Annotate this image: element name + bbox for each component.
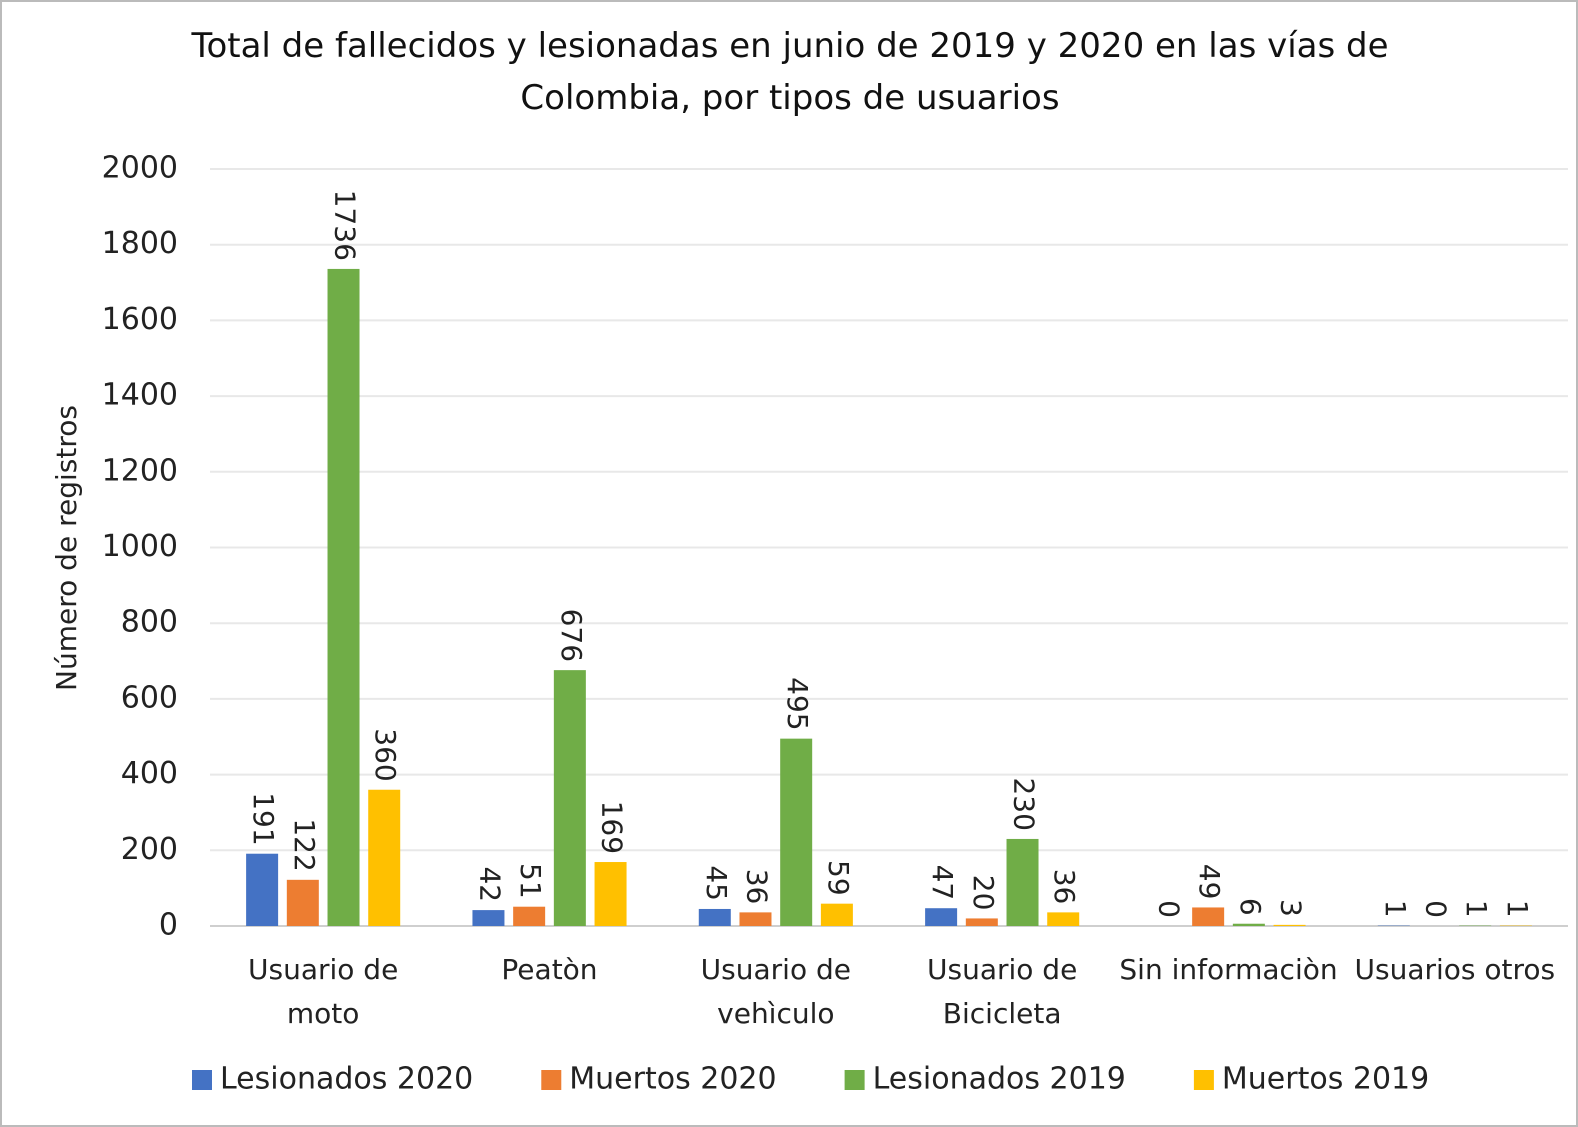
y-tick-label: 400 — [121, 756, 178, 791]
y-tick-label: 0 — [159, 908, 178, 943]
bar — [1006, 838, 1039, 926]
data-label: 360 — [369, 728, 402, 781]
title-box: Total de fallecidos y lesionadas en juni… — [191, 26, 1389, 118]
data-label: 191 — [247, 792, 280, 845]
legend-swatch — [844, 1070, 865, 1090]
legend-swatch — [541, 1070, 562, 1090]
y-axis-title: Número de registros — [50, 405, 83, 691]
bar — [698, 908, 731, 926]
data-label: 122 — [288, 818, 321, 871]
data-label: 59 — [822, 860, 855, 896]
bar — [368, 789, 401, 926]
y-tick-label: 1400 — [102, 378, 178, 413]
data-label: 1 — [1501, 900, 1534, 918]
legend-label: Lesionados 2019 — [873, 1062, 1126, 1097]
legend-label: Muertos 2020 — [569, 1062, 776, 1097]
bar — [1192, 907, 1225, 926]
bar — [925, 908, 958, 926]
bar — [1273, 924, 1306, 926]
bar — [327, 268, 360, 926]
bar — [739, 912, 772, 926]
chart-title: Total de fallecidos y lesionadas en juni… — [191, 26, 1389, 118]
data-label: 20 — [967, 875, 1000, 911]
y-tick-label: 1600 — [102, 302, 178, 337]
data-label: 3 — [1275, 899, 1308, 917]
bar — [553, 670, 586, 926]
bar — [513, 906, 546, 926]
bar — [965, 918, 998, 926]
data-label: 6 — [1234, 898, 1267, 916]
y-tick-label: 1000 — [102, 529, 178, 564]
y-tick-label: 1800 — [102, 226, 178, 261]
y-tick-label: 600 — [121, 680, 178, 715]
data-label: 230 — [1008, 777, 1041, 830]
data-label: 49 — [1193, 864, 1226, 900]
legend-swatch — [192, 1070, 212, 1090]
y-tick-label: 200 — [121, 832, 178, 867]
legend-label: Muertos 2019 — [1222, 1062, 1429, 1097]
y-tick-label: 800 — [121, 605, 178, 640]
data-label: 42 — [473, 866, 506, 902]
data-label: 169 — [596, 801, 629, 854]
x-tick-label: Sin informaciòn — [1119, 953, 1338, 986]
x-tick-label: Peatòn — [501, 953, 598, 986]
data-label: 1 — [1460, 900, 1493, 918]
legend-swatch — [1193, 1070, 1214, 1090]
data-label: 676 — [555, 609, 588, 662]
legend-label: Lesionados 2020 — [220, 1062, 473, 1097]
bar — [780, 738, 813, 926]
bar — [1232, 923, 1265, 926]
y-tick-label: 2000 — [102, 151, 178, 186]
bar — [286, 879, 319, 926]
data-label: 0 — [1152, 900, 1185, 918]
x-tick-label: Usuario de Bicicleta — [927, 953, 1078, 1030]
bar — [594, 862, 627, 926]
x-tick-label: Usuarios otros — [1354, 953, 1556, 986]
data-label: 45 — [700, 865, 733, 901]
data-label: 0 — [1419, 900, 1452, 918]
data-label: 36 — [740, 869, 773, 905]
bar — [246, 853, 279, 926]
data-label: 1 — [1379, 900, 1412, 918]
data-label: 495 — [781, 677, 814, 730]
data-label: 47 — [926, 865, 959, 901]
x-tick-label: Usuario de vehìculo — [700, 953, 851, 1030]
bar — [820, 903, 853, 926]
data-label: 36 — [1048, 869, 1081, 905]
y-tick-label: 1200 — [102, 453, 178, 488]
x-tick-label: Usuario de moto — [248, 953, 399, 1030]
data-label: 1736 — [329, 190, 362, 261]
bar — [1047, 912, 1080, 926]
bar — [472, 910, 505, 926]
data-label: 51 — [514, 863, 547, 899]
